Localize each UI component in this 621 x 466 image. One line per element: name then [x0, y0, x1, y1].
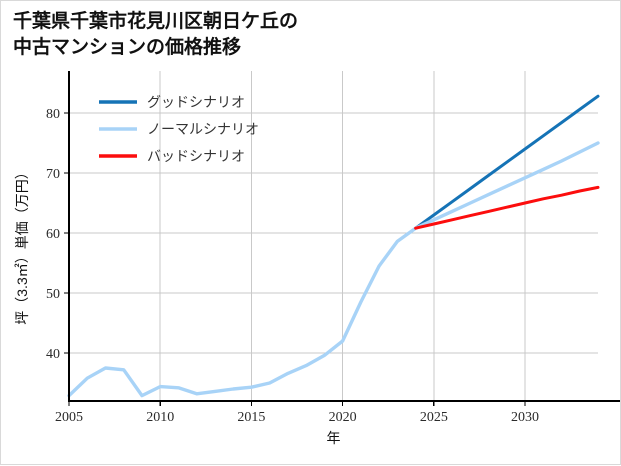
x-tick-label: 2020 [329, 410, 357, 425]
y-tick-label: 40 [46, 347, 60, 362]
y-axis-title: 坪（3.3㎡）単価（万円） [14, 165, 30, 324]
axes [67, 71, 620, 403]
series-line-0 [414, 94, 600, 230]
gridlines [69, 71, 598, 401]
legend-label-0: グッドシナリオ [147, 95, 245, 111]
x-tick-label: 2015 [237, 410, 265, 425]
series-line-2 [414, 185, 600, 230]
x-tick-label: 2010 [146, 410, 174, 425]
x-axis-ticks: 2005 2010 2015 2020 2025 2030 [55, 401, 539, 425]
chart-title: 千葉県千葉市花見川区朝日ケ丘の 中古マンションの価格推移 [13, 11, 299, 58]
y-tick-label: 80 [46, 107, 60, 122]
x-tick-label: 2005 [55, 410, 83, 425]
series-group [67, 94, 600, 398]
x-axis-title: 年 [327, 430, 341, 446]
y-tick-label: 50 [46, 287, 60, 302]
x-tick-label: 2030 [511, 410, 539, 425]
x-tick-label: 2025 [420, 410, 448, 425]
series-line-1 [67, 141, 600, 398]
y-axis-ticks: 40 50 60 70 80 [46, 107, 69, 362]
y-tick-label: 70 [46, 167, 60, 182]
legend-label-1: ノーマルシナリオ [147, 123, 259, 138]
y-tick-label: 60 [46, 227, 60, 242]
legend-label-2: バッドシナリオ [147, 150, 245, 165]
